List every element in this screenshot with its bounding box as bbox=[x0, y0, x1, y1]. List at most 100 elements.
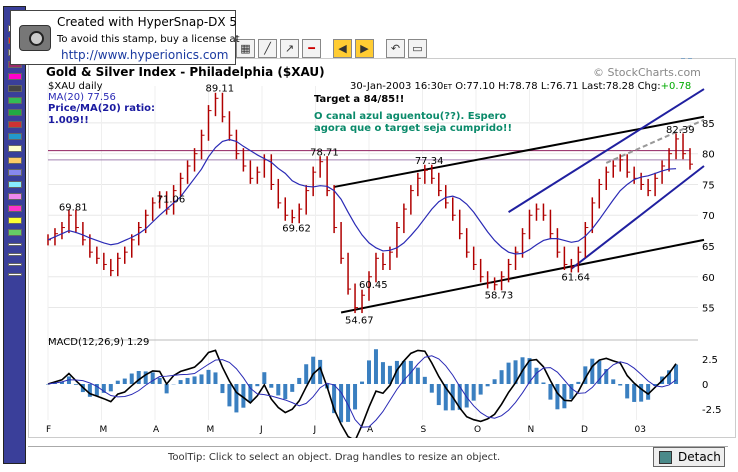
target-dashed-line bbox=[605, 118, 705, 164]
macd-histogram-bar bbox=[611, 379, 616, 384]
y-tick-label: 85 bbox=[702, 119, 715, 130]
undo-icon[interactable]: ↶ bbox=[386, 38, 405, 58]
macd-histogram-bar bbox=[541, 382, 546, 384]
macd-histogram-bar bbox=[576, 381, 581, 384]
macd-histogram-bar bbox=[213, 372, 218, 384]
macd-histogram-bar bbox=[311, 356, 316, 384]
arrow-right-icon[interactable]: ▶ bbox=[355, 38, 374, 58]
macd-histogram-bar bbox=[618, 384, 623, 386]
hypersnap-stamp: Created with HyperSnap-DX 5 To avoid thi… bbox=[10, 10, 240, 65]
macd-histogram-bar bbox=[129, 373, 134, 384]
macd-histogram-bar bbox=[115, 380, 120, 384]
grid-icon[interactable]: ▦ bbox=[236, 38, 255, 58]
y-tick-label: 60 bbox=[702, 273, 715, 284]
window-icon[interactable]: ▭ bbox=[408, 38, 427, 58]
detach-button[interactable]: Detach bbox=[653, 447, 725, 467]
status-bar: ToolTip: Click to select an object. Drag… bbox=[28, 446, 728, 469]
macd-histogram-bar bbox=[401, 360, 406, 384]
y-tick-label: 65 bbox=[702, 242, 715, 253]
macd-histogram-bar bbox=[353, 384, 358, 410]
macd-histogram-bar bbox=[178, 380, 183, 384]
macd-histogram-bar bbox=[674, 364, 679, 384]
macd-histogram-bar bbox=[73, 384, 78, 385]
stamp-url-link[interactable]: http://www.hyperionics.com bbox=[61, 48, 229, 62]
note-portuguese-2: agora que o target seja cumprido!! bbox=[314, 123, 513, 134]
macd-histogram-bar bbox=[632, 384, 637, 402]
macd-histogram-bar bbox=[562, 384, 567, 409]
ratio-label-1: Price/MA(20) ratio: bbox=[48, 103, 156, 114]
x-tick-label: O bbox=[474, 425, 481, 435]
macd-histogram-bar bbox=[436, 384, 441, 406]
macd-histogram-bar bbox=[387, 365, 392, 384]
quote-change: +0.78 bbox=[660, 81, 692, 92]
macd-histogram-bar bbox=[367, 360, 371, 384]
macd-histogram-bar bbox=[234, 384, 239, 413]
line-tool-icon[interactable]: ╱ bbox=[258, 38, 277, 58]
x-tick-label: J bbox=[259, 425, 263, 435]
quote-values: O:77.10 H:78.78 L:76.71 Last:78.28 Chg: bbox=[455, 81, 661, 92]
price-annotation-label: 77.34 bbox=[415, 156, 444, 167]
macd-histogram-bar bbox=[422, 376, 427, 384]
x-tick-label: A bbox=[153, 425, 160, 435]
macd-histogram-bar bbox=[485, 384, 490, 387]
macd-histogram-bar bbox=[499, 370, 504, 384]
detach-icon bbox=[659, 450, 672, 464]
quote-et: ET bbox=[443, 83, 453, 91]
note-target: Target a 84/85!! bbox=[314, 94, 405, 105]
macd-histogram-bar bbox=[255, 384, 260, 387]
macd-histogram-bar bbox=[206, 369, 211, 384]
price-annotation-label: 82.39 bbox=[666, 125, 695, 136]
price-annotation-label: 71.06 bbox=[157, 195, 186, 206]
y-tick-label: 80 bbox=[702, 150, 715, 161]
macd-histogram-bar bbox=[304, 364, 309, 384]
macd-histogram-bar bbox=[143, 371, 148, 384]
price-annotation-label: 61.64 bbox=[561, 273, 590, 284]
macd-histogram-bar bbox=[604, 368, 609, 384]
macd-histogram-bar bbox=[534, 367, 539, 384]
macd-histogram-bar bbox=[185, 377, 190, 384]
macd-histogram-bar bbox=[646, 384, 651, 400]
y-tick-label: 55 bbox=[702, 304, 715, 315]
stamp-line-2: To avoid this stamp, buy a license at bbox=[57, 34, 240, 45]
macd-histogram-bar bbox=[478, 384, 483, 395]
x-tick-label: F bbox=[46, 425, 51, 435]
camera-icon bbox=[19, 25, 51, 51]
macd-histogram-bar bbox=[681, 58, 686, 59]
arrow-left-icon[interactable]: ◀ bbox=[333, 38, 352, 58]
price-annotation-label: 69.62 bbox=[282, 224, 311, 235]
macd-histogram-bar bbox=[220, 384, 225, 394]
ma20-line bbox=[47, 138, 677, 255]
x-tick-label: D bbox=[581, 425, 588, 435]
x-tick-label: A bbox=[367, 425, 374, 435]
note-portuguese-1: O canal azul aguentou(??). Espero bbox=[314, 111, 507, 122]
macd-histogram-bar bbox=[150, 372, 155, 384]
color-line-icon[interactable]: ━ bbox=[302, 38, 321, 58]
macd-label: MACD(12,26,9) 1.29 bbox=[48, 337, 150, 348]
price-chart[interactable]: 85 80 75 70 65 60 55 F M A M J J A S O N D 03 69.81 60.45 89.… bbox=[28, 58, 736, 438]
x-tick-label: M bbox=[100, 425, 108, 435]
price-annotation-label: 54.67 bbox=[345, 316, 374, 327]
trend-line-icon[interactable]: ↗ bbox=[280, 38, 299, 58]
macd-tick-label: 0 bbox=[702, 380, 708, 391]
drawing-toolbar: ▦ ╱ ↗ ━ ◀ ▶ ↶ ▭ bbox=[236, 36, 427, 60]
macd-histogram-bar bbox=[653, 384, 658, 386]
macd-histogram-bar bbox=[555, 384, 560, 410]
detach-label: Detach bbox=[678, 450, 721, 464]
macd-histogram-bar bbox=[164, 384, 169, 394]
macd-histogram-bar bbox=[373, 349, 378, 384]
stockcharts-credit: © StockCharts.com bbox=[593, 66, 701, 79]
macd-histogram-bar bbox=[46, 384, 50, 385]
macd-histogram-bar bbox=[157, 377, 162, 384]
x-tick-label: 03 bbox=[635, 425, 646, 435]
macd-histogram-bar bbox=[332, 384, 337, 414]
macd-histogram-bar bbox=[59, 381, 64, 384]
macd-histogram-bar bbox=[394, 360, 399, 384]
upper-blue-channel-line bbox=[508, 88, 705, 214]
y-tick-label: 70 bbox=[702, 211, 715, 222]
macd-tick-label: -2.5 bbox=[702, 405, 722, 416]
x-tick-label: M bbox=[207, 425, 215, 435]
y-tick-label: 75 bbox=[702, 180, 715, 191]
color-palette-panel bbox=[3, 6, 26, 464]
macd-histogram-bar bbox=[688, 58, 692, 59]
